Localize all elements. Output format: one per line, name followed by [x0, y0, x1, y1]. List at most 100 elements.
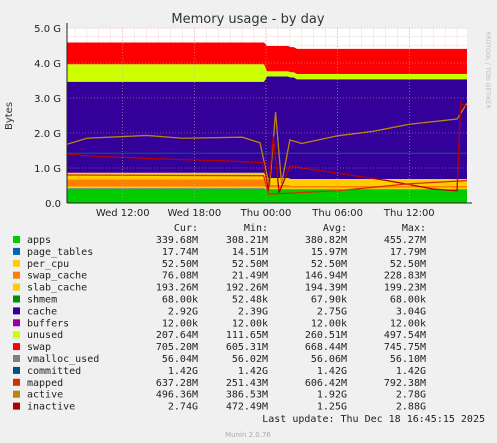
legend-value: 386.53M — [226, 390, 268, 401]
legend-value: 496.36M — [156, 390, 198, 401]
legend-value: 52.48k — [232, 295, 268, 306]
legend-value: 2.78G — [396, 390, 426, 401]
legend-value: 12.00k — [390, 318, 426, 329]
area-band — [67, 76, 467, 180]
legend-value: 637.28M — [156, 378, 198, 389]
legend-value: 111.65M — [226, 330, 268, 341]
legend-swatch — [13, 366, 20, 374]
legend-value: 2.74G — [168, 402, 198, 413]
legend-column-header: Max: — [402, 223, 426, 234]
legend-label: committed — [27, 366, 81, 377]
legend-value: 606.42M — [305, 378, 347, 389]
series-line — [66, 102, 468, 188]
y-tick-label: 1.0 G — [34, 164, 61, 175]
legend-value: 14.51M — [232, 247, 268, 258]
legend-label: mapped — [27, 378, 63, 389]
legend-value: 1.25G — [317, 402, 347, 413]
legend-value: 52.50M — [232, 259, 268, 270]
legend-label: active — [27, 390, 63, 401]
series-line — [66, 102, 468, 193]
x-tick-label: Wed 12:00 — [96, 208, 150, 219]
legend-value: 380.82M — [305, 235, 347, 246]
axes: 0.0 1.0 G 2.0 G 3.0 G 4.0 G 5.0 G Wed 12:00 Wed… — [34, 23, 472, 219]
y-tick-label: 5.0 G — [34, 24, 61, 35]
legend-value: 497.54M — [384, 330, 426, 341]
legend-value: 12.00k — [162, 318, 198, 329]
legend-label: apps — [27, 235, 51, 246]
chart-title: Memory usage - by day — [171, 12, 324, 27]
legend-value: 21.49M — [232, 271, 268, 282]
legend-value: 472.49M — [226, 402, 268, 413]
legend-value: 52.50M — [390, 259, 426, 270]
legend-value: 2.88G — [396, 402, 426, 413]
legend-swatch — [13, 355, 20, 362]
legend-value: 668.44M — [305, 342, 347, 353]
legend-value: 2.39G — [238, 306, 268, 317]
legend-column-header: Avg: — [323, 223, 347, 234]
legend-value: 207.64M — [156, 330, 198, 341]
y-tick-label: 4.0 G — [34, 59, 61, 70]
legend-value: 1.42G — [317, 366, 347, 377]
area-band — [67, 188, 467, 191]
legend-value: 605.31M — [226, 342, 268, 353]
legend-swatch — [13, 283, 20, 291]
legend-label: per_cpu — [27, 259, 69, 270]
x-tick-label: Thu 06:00 — [311, 208, 363, 219]
legend-label: unused — [27, 330, 63, 341]
legend-swatch — [13, 390, 20, 398]
area-band — [67, 64, 467, 82]
legend-value: 339.68M — [156, 235, 198, 246]
legend-value: 260.51M — [305, 330, 347, 341]
legend-swatch — [13, 259, 20, 267]
legend-label: buffers — [27, 318, 69, 329]
legend-value: 56.10M — [390, 354, 426, 365]
legend-label: cache — [27, 306, 57, 317]
rrdtool-watermark: RRDTOOL / TOBI OETIKER — [484, 31, 491, 108]
legend-swatch — [13, 402, 20, 410]
legend-label: swap_cache — [27, 271, 87, 282]
series-line — [66, 174, 468, 195]
legend-value: 199.23M — [384, 283, 426, 294]
area-band — [67, 179, 467, 188]
legend-value: 3.04G — [396, 306, 426, 317]
legend-column-header: Cur: — [174, 223, 198, 234]
legend-swatch — [13, 331, 20, 339]
legend-label: swap — [27, 342, 51, 353]
legend-value: 1.42G — [238, 366, 268, 377]
legend-value: 15.97M — [311, 247, 347, 258]
legend-value: 228.83M — [384, 271, 426, 282]
x-tick-label: Wed 18:00 — [167, 208, 221, 219]
legend-label: shmem — [27, 295, 57, 306]
legend-value: 67.90k — [311, 295, 347, 306]
area-band — [67, 42, 467, 75]
legend-value: 1.42G — [396, 366, 426, 377]
legend-value: 792.38M — [384, 378, 426, 389]
y-tick-label: 0.0 — [45, 199, 61, 210]
last-update: Last update: Thu Dec 18 16:45:15 2025 — [262, 414, 485, 425]
x-tick-label: Thu 00:00 — [240, 208, 292, 219]
legend-value: 146.94M — [305, 271, 347, 282]
legend: Cur: Min: Avg: Max: apps 339.68M 308.21M 380.82… — [13, 223, 426, 413]
munin-version: Munin 2.0.76 — [225, 431, 271, 439]
legend-value: 1.92G — [317, 390, 347, 401]
legend-value: 68.00k — [162, 295, 198, 306]
legend-swatch — [13, 378, 20, 386]
legend-column-header: Min: — [244, 223, 268, 234]
legend-swatch — [13, 247, 20, 255]
legend-swatch — [13, 295, 20, 303]
legend-value: 2.92G — [168, 306, 198, 317]
legend-value: 192.26M — [226, 283, 268, 294]
legend-value: 1.42G — [168, 366, 198, 377]
legend-value: 745.75M — [384, 342, 426, 353]
legend-swatch — [13, 343, 20, 351]
legend-value: 2.75G — [317, 306, 347, 317]
legend-value: 308.21M — [226, 235, 268, 246]
legend-value: 68.00k — [390, 295, 426, 306]
legend-label: page_tables — [27, 247, 93, 258]
legend-value: 56.04M — [162, 354, 198, 365]
area-band — [67, 189, 467, 203]
y-tick-label: 3.0 G — [34, 94, 61, 105]
legend-value: 455.27M — [384, 235, 426, 246]
legend-value: 12.00k — [232, 318, 268, 329]
